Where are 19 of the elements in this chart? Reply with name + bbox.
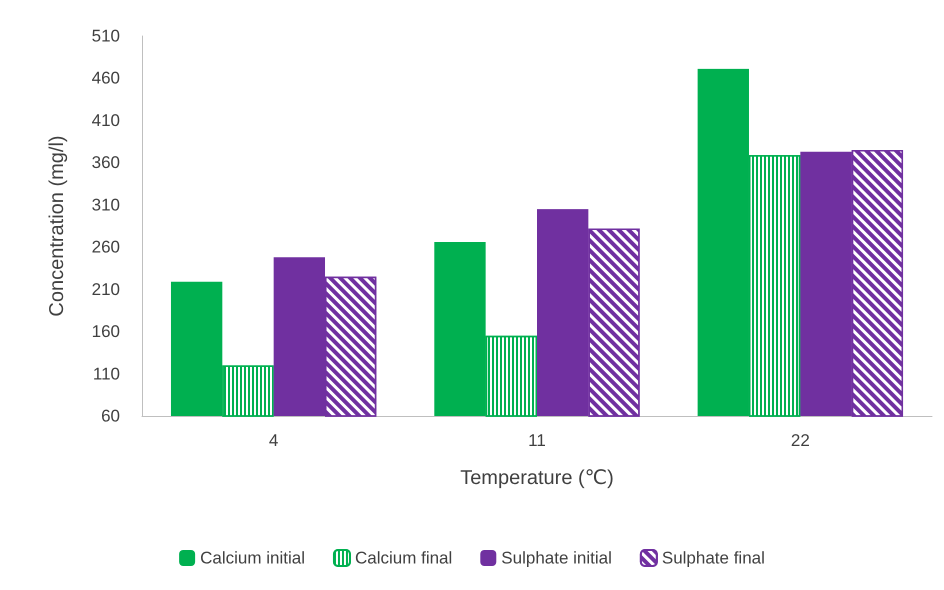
y-tick-label: 210 <box>92 280 120 299</box>
y-tick-label: 460 <box>92 68 120 88</box>
legend-label: Calcium final <box>354 548 452 568</box>
y-tick-label: 160 <box>92 322 120 342</box>
y-tick-label: 60 <box>101 406 120 426</box>
y-tick-label: 310 <box>92 195 120 214</box>
x-tick-label: 22 <box>790 431 810 450</box>
y-tick-label: 110 <box>92 364 120 384</box>
y-tick-label: 510 <box>92 26 120 46</box>
y-tick-label: 260 <box>92 238 120 257</box>
legend-label: Sulphate initial <box>501 548 612 568</box>
y-tick-label: 360 <box>92 153 120 172</box>
y-tick-label: 410 <box>92 110 120 130</box>
x-tick-label: 4 <box>268 431 278 450</box>
x-axis-title: Temperature (℃) <box>460 467 614 489</box>
y-axis-title: Concentration (mg/l) <box>46 135 68 317</box>
x-tick-label: 11 <box>528 431 546 450</box>
legend-label: Sulphate final <box>662 548 765 568</box>
legend-label: Calcium initial <box>200 548 305 568</box>
